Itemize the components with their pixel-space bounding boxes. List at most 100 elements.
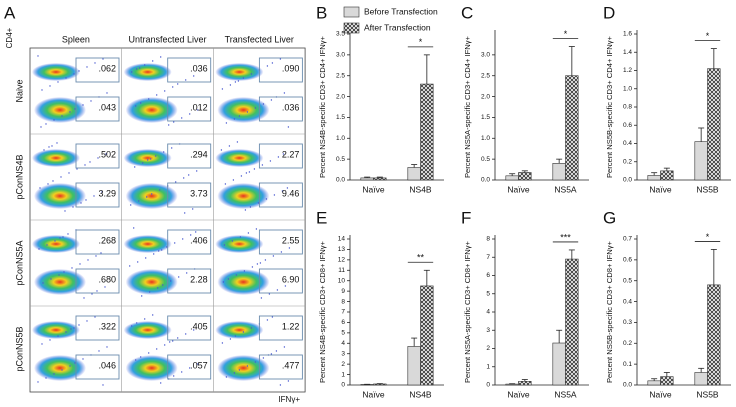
event-dot [68,172,70,174]
event-dot [287,126,290,128]
event-dot [269,160,272,162]
event-dot [234,81,237,83]
event-dot [60,176,62,178]
cell-population [34,355,86,381]
event-dot [56,142,58,144]
y-tick-label: 0.6 [623,257,632,264]
event-dot [65,77,67,79]
event-dot [264,259,267,261]
event-dot [136,322,138,324]
y-tick-label: 1 [341,371,345,378]
event-dot [141,295,143,297]
event-dot [49,85,51,87]
panel-letter: E [316,208,327,227]
event-dot [65,331,67,333]
gate [75,354,120,380]
event-dot [244,209,247,211]
cell-population [217,355,270,381]
y-axis-label: Percent NS5B-specific CD3+ CD8+ IFNγ+ [605,240,614,383]
y-tick-label: 0.7 [623,236,632,243]
event-dot [173,375,175,377]
event-dot [254,107,257,109]
event-dot [229,338,232,340]
bar [373,383,387,386]
bar [420,285,434,386]
y-tick-label: 0.1 [623,361,632,368]
gate-value: 3.73 [190,188,208,198]
event-dot [151,193,153,195]
event-dot [234,335,237,337]
gate-value: .405 [190,321,208,331]
y-tick-label: 2.5 [481,72,490,79]
event-dot [43,149,45,151]
event-dot [185,333,187,335]
panel-letter: G [603,208,616,227]
event-dot [53,373,55,375]
y-tick-label: 1.0 [623,85,632,92]
y-tick-label: 1.0 [481,135,490,142]
bar [407,346,421,386]
y-tick-label: 0.4 [623,140,632,147]
cell-population [217,97,270,123]
y-axis-label: Percent NS5A-specific CD3+ CD8+ IFNγ+ [463,240,472,383]
event-dot [153,253,155,255]
significance-marker: * [706,232,710,242]
y-tick-label: 5 [486,290,490,297]
cell-population [215,149,264,167]
event-dot [87,259,89,261]
event-dot [135,359,137,361]
cell-population [123,235,172,253]
event-dot [186,272,188,274]
event-dot [148,352,150,354]
cell-population [32,149,80,167]
event-dot [106,92,108,94]
event-dot [86,320,88,322]
event-dot [137,261,139,263]
event-dot [231,240,234,242]
event-dot [98,350,100,352]
y-tick-label: 10 [338,277,346,284]
gate [167,354,212,380]
gate-value: .057 [190,360,208,370]
y-tick-label: 8 [341,298,345,305]
event-dot [131,71,133,73]
x-tick-label: Naïve [649,184,671,194]
y-tick-label: 1.5 [336,114,345,121]
event-dot [189,367,191,369]
event-dot [261,164,264,166]
x-axis-label: IFNγ+ [278,395,300,404]
event-dot [142,162,144,164]
gate [167,96,212,122]
gate-value: .268 [98,235,116,245]
event-dot [164,344,166,346]
event-dot [271,62,274,64]
event-dot [162,284,164,286]
cell-population [123,321,172,339]
y-tick-label: 0.0 [481,177,490,184]
event-dot [72,206,74,208]
event-dot [273,194,276,196]
bar [647,175,661,181]
y-tick-label: 6 [486,272,490,279]
event-dot [160,56,162,58]
cell-population [125,97,178,123]
event-dot [248,171,251,173]
event-dot [197,363,199,365]
event-dot [144,64,146,66]
gate [258,315,303,341]
event-dot [239,236,242,238]
cell-population [125,183,178,209]
event-dot [51,145,53,147]
bar [518,381,532,386]
event-dot [175,181,177,183]
gate [75,143,120,169]
event-dot [279,384,282,386]
gate [167,57,212,83]
event-dot [169,341,171,343]
gate-value: .680 [98,274,116,284]
event-dot [246,365,249,367]
event-dot [148,98,150,100]
y-tick-label: 0.0 [623,382,632,389]
y-tick-label: 0.5 [336,156,345,163]
bar [694,141,708,181]
